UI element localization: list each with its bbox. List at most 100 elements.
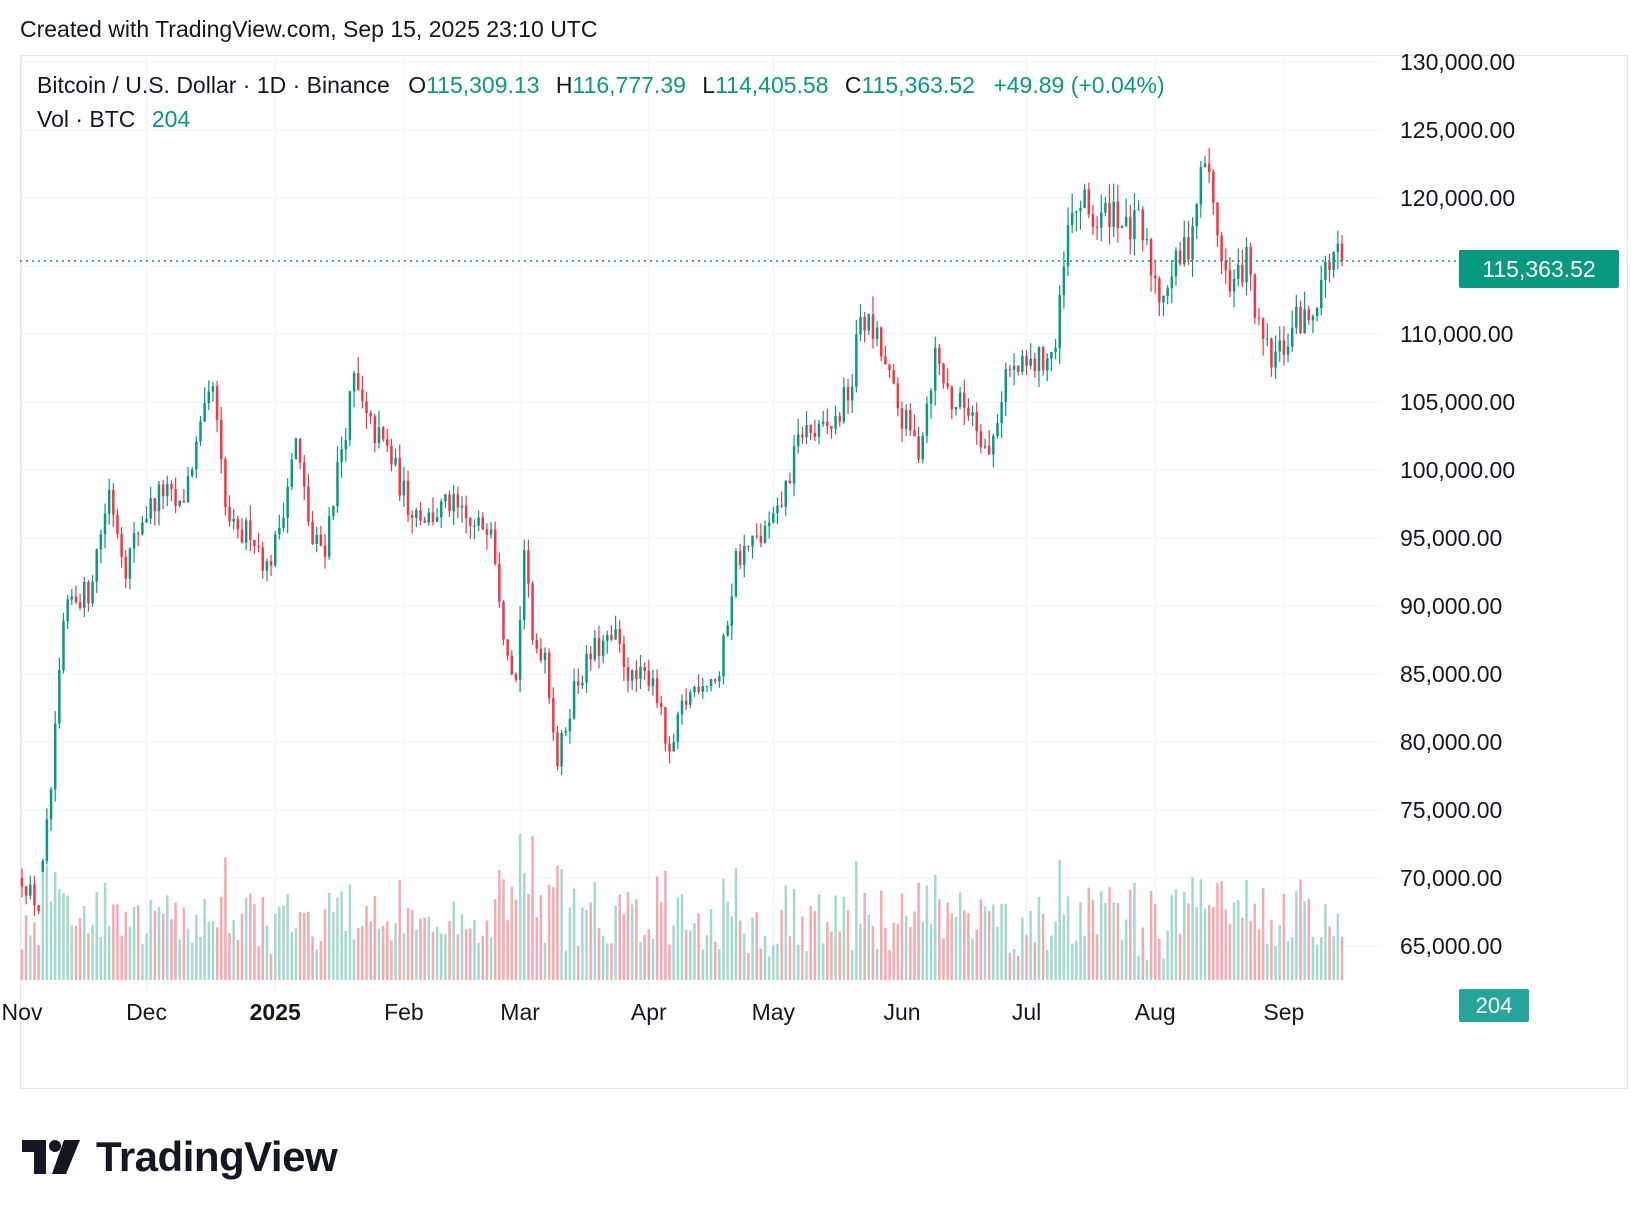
candle-body xyxy=(402,480,406,496)
candle-body xyxy=(668,743,671,752)
candle-body xyxy=(626,667,630,681)
candle-body xyxy=(572,681,576,719)
volume-bar xyxy=(767,956,771,980)
candle-body xyxy=(946,383,949,387)
candle-body xyxy=(1008,369,1012,371)
last-price-badge: 115,363.52 xyxy=(1459,250,1619,288)
candle-body xyxy=(29,884,32,896)
candle-body xyxy=(228,506,231,522)
last-volume-badge: 204 xyxy=(1459,989,1529,1022)
candle-body xyxy=(942,363,945,384)
volume-bar xyxy=(622,914,626,980)
candle-body xyxy=(431,512,435,522)
candle-body xyxy=(91,581,94,604)
candle-body xyxy=(801,434,804,438)
candle-body xyxy=(1274,351,1277,368)
candle-body xyxy=(954,407,958,410)
volume-bar xyxy=(1008,952,1012,980)
volume-bar xyxy=(87,933,90,980)
candle-body xyxy=(523,550,526,621)
volume-bar xyxy=(452,901,455,980)
volume-bar xyxy=(668,944,671,980)
candle-body xyxy=(311,521,314,544)
candle-body xyxy=(489,529,493,535)
candle-body xyxy=(680,700,684,715)
volume-bar xyxy=(556,865,559,980)
candle-body xyxy=(24,886,28,896)
x-tick-label: Nov xyxy=(2,999,43,1025)
volume-bar xyxy=(1079,902,1082,980)
candle-body xyxy=(1153,275,1157,279)
candle-body xyxy=(639,666,642,679)
volume-bar xyxy=(24,915,28,980)
volume-bar xyxy=(1207,904,1211,980)
volume-bar xyxy=(448,920,451,980)
volume-bar xyxy=(460,914,464,980)
candle-body xyxy=(1104,203,1107,213)
candle-body xyxy=(817,423,821,437)
candle-body xyxy=(381,427,385,440)
candle-body xyxy=(332,506,335,517)
candle-body xyxy=(145,518,148,523)
high-label: H xyxy=(555,72,573,98)
volume-bar xyxy=(33,922,36,980)
volume-bar xyxy=(356,927,360,980)
candle-body xyxy=(1108,203,1111,227)
y-tick-label: 110,000.00 xyxy=(1400,321,1513,347)
volume-bar xyxy=(1104,903,1107,980)
volume-bar xyxy=(921,922,924,980)
candle-body xyxy=(1257,317,1261,319)
candle-body xyxy=(211,386,215,392)
candle-body xyxy=(929,390,933,404)
volume-bar xyxy=(713,941,717,980)
y-tick-label: 100,000.00 xyxy=(1400,457,1515,483)
candle-body xyxy=(1261,318,1265,339)
volume-bar xyxy=(286,894,289,980)
candle-body xyxy=(1241,264,1244,283)
candle-body xyxy=(1000,402,1003,424)
volume-bar xyxy=(29,935,32,980)
candle-body xyxy=(49,789,53,820)
volume-bar xyxy=(518,833,522,980)
candle-body xyxy=(651,678,655,687)
candle-body xyxy=(925,403,929,436)
candle-body xyxy=(842,387,846,422)
volume-bar xyxy=(311,936,314,980)
volume-bar xyxy=(859,923,862,980)
candle-body xyxy=(493,529,497,564)
candle-body xyxy=(859,316,862,335)
candle-body xyxy=(726,625,729,636)
y-tick-label: 65,000.00 xyxy=(1400,933,1502,959)
volume-bar xyxy=(655,876,659,980)
volume-bar xyxy=(726,901,729,980)
candle-body xyxy=(1290,327,1294,347)
volume-bar xyxy=(722,878,725,980)
volume-bar xyxy=(539,895,543,980)
candle-body xyxy=(1270,338,1273,368)
chart-frame xyxy=(20,55,1628,1089)
volume-bar xyxy=(402,933,406,980)
candle-body xyxy=(141,522,144,535)
candle-body xyxy=(207,391,211,404)
candle-body xyxy=(174,488,177,506)
candle-body xyxy=(784,480,788,507)
candle-body xyxy=(1315,308,1319,317)
candle-body xyxy=(1062,266,1066,296)
volume-bar xyxy=(153,910,157,980)
candle-body xyxy=(352,373,356,392)
volume-bar xyxy=(929,923,933,980)
volume-bar xyxy=(78,918,82,980)
candle-body xyxy=(244,520,248,543)
candle-body xyxy=(70,596,74,600)
candle-body xyxy=(963,392,966,409)
candle-body xyxy=(1100,212,1103,228)
candle-body xyxy=(618,629,621,644)
candle-body xyxy=(738,551,742,565)
candle-body xyxy=(186,475,190,502)
volume-bar xyxy=(41,872,44,980)
volume-bar xyxy=(610,943,613,980)
volume-bar xyxy=(1004,903,1008,980)
volume-bar xyxy=(348,884,352,980)
candle-body xyxy=(1050,352,1053,359)
